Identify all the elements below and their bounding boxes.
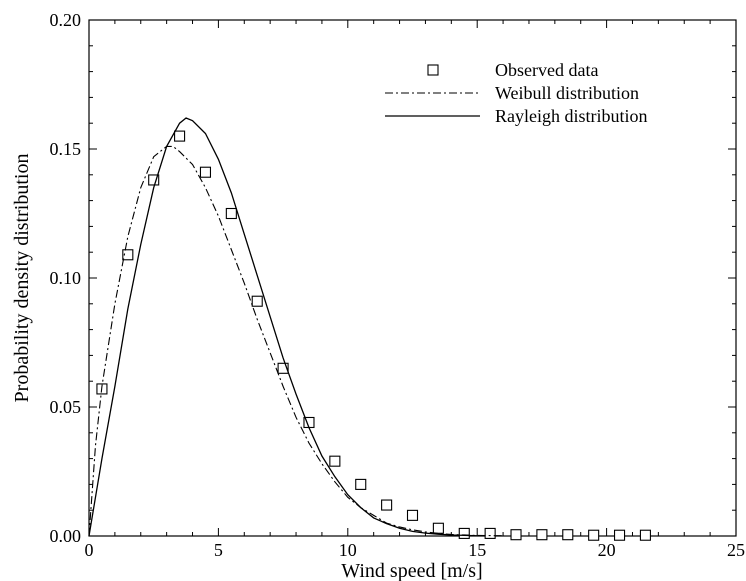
observed-data-point bbox=[562, 529, 574, 541]
x-tick-label: 10 bbox=[339, 540, 357, 560]
x-axis-label: Wind speed [m/s] bbox=[341, 560, 482, 581]
x-tick-label: 25 bbox=[727, 540, 745, 560]
observed-data-point bbox=[613, 529, 626, 541]
observed-data-point bbox=[225, 207, 237, 220]
legend-label: Observed data bbox=[495, 60, 598, 80]
x-axis-ticks: 0 5 10 15 20 25 bbox=[85, 20, 745, 560]
observed-data-point bbox=[458, 527, 470, 539]
observed-data-point bbox=[148, 174, 160, 186]
x-tick-label: 20 bbox=[598, 540, 616, 560]
legend-label: Rayleigh distribution bbox=[495, 106, 648, 126]
x-tick-label: 5 bbox=[214, 540, 223, 560]
observed-data-point bbox=[484, 527, 496, 539]
observed-data-point bbox=[251, 295, 263, 307]
observed-data-point bbox=[510, 529, 522, 541]
observed-data-point bbox=[199, 166, 212, 178]
observed-data-point bbox=[355, 478, 367, 490]
y-tick-label: 0.10 bbox=[50, 268, 82, 288]
observed-data-point bbox=[432, 522, 444, 534]
weibull-curve bbox=[88, 145, 504, 537]
y-axis-label: Probability density distribution bbox=[11, 154, 33, 403]
legend-label: Weibull distribution bbox=[495, 83, 639, 103]
observed-data-point bbox=[536, 529, 548, 541]
y-tick-label: 0.05 bbox=[50, 397, 82, 417]
legend: Observed data Weibull distribution Rayleig… bbox=[385, 60, 648, 126]
observed-data-point bbox=[588, 529, 600, 541]
rayleigh-curve bbox=[88, 117, 478, 537]
series-layer bbox=[88, 117, 651, 541]
y-tick-label: 0.15 bbox=[50, 139, 82, 159]
observed-data-point bbox=[406, 509, 419, 521]
y-tick-label: 0.20 bbox=[50, 10, 82, 30]
legend-marker-observed bbox=[427, 64, 439, 76]
y-axis-ticks: 0.00 0.05 0.10 0.15 0.20 bbox=[50, 10, 736, 546]
x-tick-label: 0 bbox=[85, 540, 94, 560]
observed-data-point bbox=[122, 249, 134, 261]
observed-data-point bbox=[174, 130, 186, 142]
observed-data-point bbox=[381, 499, 393, 511]
observed-data-point bbox=[639, 529, 651, 541]
x-tick-label: 15 bbox=[468, 540, 486, 560]
observed-data-point bbox=[329, 455, 341, 467]
observed-data-point bbox=[277, 362, 289, 374]
y-tick-label: 0.00 bbox=[50, 526, 82, 546]
